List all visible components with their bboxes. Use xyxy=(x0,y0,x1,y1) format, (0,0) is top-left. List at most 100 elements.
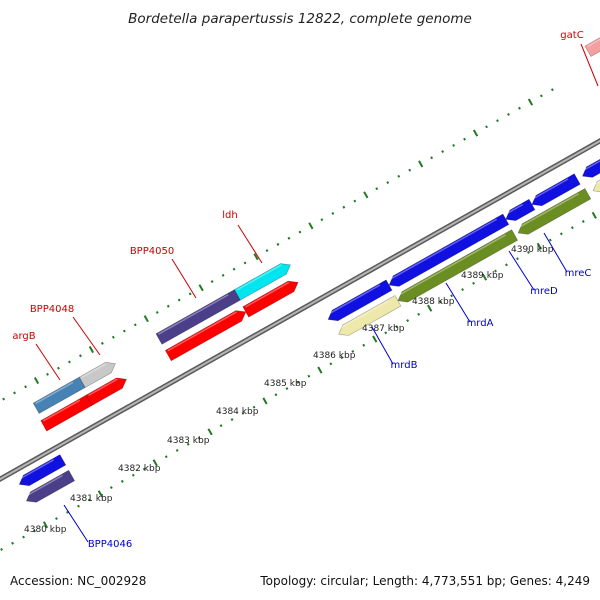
tick-mark xyxy=(450,294,453,298)
feature-mrdA[interactable] xyxy=(397,229,519,303)
gene-label-leader xyxy=(171,258,197,299)
tick-mark xyxy=(210,280,214,284)
tick-mark xyxy=(516,257,519,261)
tick-mark xyxy=(485,125,488,129)
feature-gatC[interactable] xyxy=(584,34,600,57)
tick-mark xyxy=(57,366,60,370)
scale-label: 4386 kbp xyxy=(313,351,356,361)
feature-mreC[interactable] xyxy=(531,173,581,207)
tick-mark xyxy=(320,218,324,222)
tick-mark xyxy=(66,510,69,514)
tick-mark xyxy=(527,98,534,106)
tick-mark xyxy=(296,380,300,384)
scale-label: 4390 kbp xyxy=(511,245,554,255)
tick-mark xyxy=(384,331,388,335)
tick-mark xyxy=(340,356,344,360)
feature-BPP4046[interactable] xyxy=(25,469,76,503)
tick-mark xyxy=(13,391,16,395)
gene-label-BPP4046[interactable]: BPP4046 xyxy=(88,539,132,550)
tick-mark xyxy=(329,362,333,366)
tick-mark xyxy=(570,226,574,230)
gene-label-mrdA[interactable]: mrdA xyxy=(467,318,494,329)
tick-mark xyxy=(550,88,554,92)
gene-label-leader xyxy=(508,250,535,291)
tick-mark xyxy=(133,323,137,327)
feature-mrdB-blue-highlight xyxy=(327,284,381,316)
feature-cds-bpp4048b[interactable] xyxy=(85,377,127,406)
scale-labels: 4380 kbp 4381 kbp 4382 kbp 4383 kbp 4384 kbp… xyxy=(24,245,554,535)
tick-mark xyxy=(22,535,25,539)
tick-mark xyxy=(33,529,36,533)
tick-mark xyxy=(243,261,247,265)
feature-mreD-cds[interactable] xyxy=(517,188,592,235)
feature-gatC-highlight xyxy=(587,38,600,48)
scale-label: 4389 kbp xyxy=(461,271,504,281)
tick-mark xyxy=(285,387,289,391)
scale-label: 4382 kbp xyxy=(118,464,161,474)
tick-mark xyxy=(175,449,179,452)
feature-ldh[interactable] xyxy=(233,263,291,301)
feature-cds-ldh[interactable] xyxy=(242,280,299,318)
tick-mark xyxy=(308,222,314,230)
scale-label: 4384 kbp xyxy=(216,407,259,417)
tick-mark xyxy=(472,281,475,285)
gene-label-argB[interactable]: argB xyxy=(12,331,35,342)
tick-mark xyxy=(11,541,14,545)
feature-mreD[interactable] xyxy=(505,198,536,221)
feature-cds-bpp4050[interactable] xyxy=(164,310,247,362)
feature-mrdA-blue[interactable] xyxy=(388,213,510,287)
tick-mark xyxy=(24,385,27,389)
tick-mark xyxy=(87,498,91,502)
gene-label-mreC[interactable]: mreC xyxy=(565,268,592,279)
feature-mreD-cds-highlight xyxy=(517,193,580,229)
genome-backbone xyxy=(0,138,600,483)
tick-mark xyxy=(252,405,256,409)
tick-mark xyxy=(472,129,479,137)
tick-mark xyxy=(317,366,323,374)
tick-mark xyxy=(219,424,223,428)
feature-cds-bpp4050-highlight xyxy=(167,311,237,352)
gene-label-ldh[interactable]: ldh xyxy=(222,210,237,221)
tick-mark xyxy=(439,300,443,304)
gene-label-gatC[interactable]: gatC xyxy=(560,30,583,41)
tick-mark xyxy=(131,473,135,477)
feature-rev-right-cds[interactable] xyxy=(592,148,600,193)
tick-mark xyxy=(100,341,104,345)
gene-label-mrdB[interactable]: mrdB xyxy=(391,360,418,371)
tick-mark xyxy=(198,284,204,292)
tick-mark xyxy=(481,273,488,281)
genome-summary-text: Topology: circular; Length: 4,773,551 bp… xyxy=(260,574,590,588)
gene-features xyxy=(18,34,600,503)
tick-mark xyxy=(496,119,499,123)
feature-rev-right[interactable] xyxy=(582,133,600,178)
feature-mrdB-blue[interactable] xyxy=(327,279,393,322)
tick-mark xyxy=(536,242,542,250)
tick-mark xyxy=(591,211,597,219)
feature-BPP4048-highlight xyxy=(81,362,107,379)
tick-mark xyxy=(33,377,40,385)
tick-mark xyxy=(265,249,269,253)
tick-mark xyxy=(362,343,366,347)
map-title: Bordetella parapertussis 12822, complete… xyxy=(128,11,472,27)
tick-mark xyxy=(42,521,49,529)
gene-label-BPP4050[interactable]: BPP4050 xyxy=(130,246,174,257)
backbone-shadow xyxy=(0,138,600,483)
gene-label-mreD[interactable]: mreD xyxy=(530,286,558,297)
tick-mark xyxy=(221,273,225,277)
tick-mark xyxy=(540,94,543,98)
tick-mark xyxy=(548,238,552,242)
tick-mark xyxy=(463,137,466,141)
feature-mrdB[interactable] xyxy=(338,295,402,336)
tick-mark xyxy=(441,150,445,154)
tick-mark xyxy=(363,191,369,199)
tick-mark xyxy=(351,350,355,353)
tick-mark xyxy=(408,168,412,172)
feature-BPP4048[interactable] xyxy=(78,361,116,388)
gene-label-BPP4048[interactable]: BPP4048 xyxy=(30,304,74,315)
feature-rev-left-highlight xyxy=(18,459,55,481)
tick-mark xyxy=(494,269,497,273)
feature-rev-left[interactable] xyxy=(18,454,67,487)
feature-cds-bpp4048b-highlight xyxy=(88,378,118,397)
tick-mark xyxy=(68,360,71,364)
tick-mark xyxy=(241,411,245,415)
